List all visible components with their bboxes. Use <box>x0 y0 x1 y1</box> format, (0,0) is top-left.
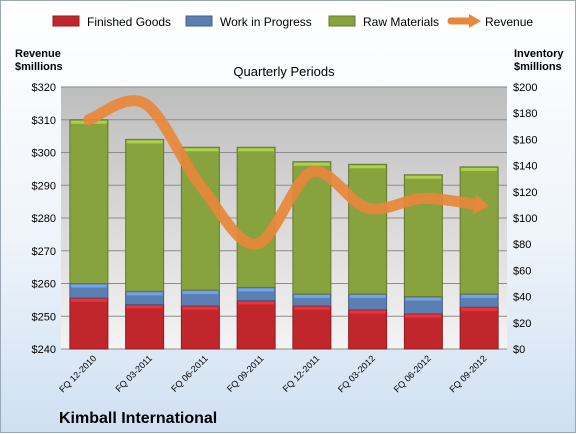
bar-finished-goods <box>70 298 108 349</box>
bar-finished-goods <box>460 307 498 349</box>
legend-arrowhead <box>469 14 481 28</box>
bar-highlight <box>238 148 274 151</box>
bar-finished-goods <box>404 314 442 349</box>
bar-highlight <box>461 308 497 311</box>
right-tick-label: $120 <box>513 187 537 199</box>
right-tick-label: $140 <box>513 161 537 173</box>
legend-label: Work in Progress <box>220 15 312 29</box>
bar-finished-goods <box>126 304 164 349</box>
right-tick-label: $20 <box>513 318 531 330</box>
x-tick-label: FQ 12-2010 <box>57 353 98 394</box>
left-tick-label: $250 <box>32 311 56 323</box>
bar-raw-materials <box>70 120 108 284</box>
left-tick-label: $270 <box>32 246 56 258</box>
left-tick-label: $280 <box>32 213 56 225</box>
right-tick-label: $160 <box>513 134 537 146</box>
bar-finished-goods <box>349 310 387 349</box>
chart-title: Quarterly Periods <box>233 64 335 79</box>
bar-raw-materials <box>237 147 275 287</box>
legend: Finished Goods Work in Progress Raw Materi… <box>53 14 533 29</box>
bar-highlight <box>71 299 107 302</box>
bar-highlight <box>350 295 386 298</box>
x-tick-label: FQ 03-2011 <box>113 353 154 394</box>
bar-raw-materials <box>460 167 498 294</box>
right-tick-label: $40 <box>513 292 531 304</box>
legend-swatch-work-in-progress <box>186 16 212 26</box>
bar-highlight <box>405 298 441 301</box>
left-tick-label: $240 <box>32 344 56 356</box>
bar-highlight <box>405 176 441 179</box>
bar-highlight <box>405 315 441 318</box>
bar-finished-goods <box>293 306 331 349</box>
x-tick-label: FQ 03-2012 <box>336 353 377 394</box>
x-tick-label: FQ 06-2012 <box>392 353 433 394</box>
right-axis-ticks: $0 $20 $40 $60 $80 $100 $120 $140 $160 $180 $200 <box>513 82 537 356</box>
right-axis-title-line2: $millions <box>514 61 562 73</box>
left-tick-label: $290 <box>32 180 56 192</box>
bar-highlight <box>294 163 330 166</box>
bar-highlight <box>461 295 497 298</box>
bar-highlight <box>127 305 163 308</box>
x-tick-label: FQ 09-2012 <box>448 353 489 394</box>
bar-raw-materials <box>126 139 164 291</box>
legend-swatch-raw-materials <box>329 16 355 26</box>
left-axis-title-line2: $millions <box>15 61 63 73</box>
bar-highlight <box>127 140 163 143</box>
right-tick-label: $100 <box>513 213 537 225</box>
legend-label: Finished Goods <box>87 15 171 29</box>
left-axis-title-line1: Revenue <box>15 48 61 60</box>
right-tick-label: $200 <box>513 82 537 94</box>
bar-highlight <box>182 291 218 294</box>
bar-highlight <box>127 292 163 295</box>
bar-highlight <box>182 307 218 310</box>
bar-raw-materials <box>349 164 387 294</box>
right-tick-label: $0 <box>513 344 525 356</box>
left-tick-label: $320 <box>32 82 56 94</box>
bar-highlight <box>238 302 274 305</box>
x-axis-labels: FQ 12-2010 FQ 03-2011 FQ 06-2011 FQ 09-2011… <box>57 353 488 394</box>
left-tick-label: $300 <box>32 148 56 160</box>
right-tick-label: $180 <box>513 108 537 120</box>
bar-highlight <box>238 288 274 291</box>
x-tick-label: FQ 06-2011 <box>169 353 210 394</box>
bar-highlight <box>294 307 330 310</box>
x-tick-label: FQ 09-2011 <box>225 353 266 394</box>
legend-label: Revenue <box>485 15 533 29</box>
bar-highlight <box>350 165 386 168</box>
x-tick-label: FQ 12-2011 <box>281 353 322 394</box>
legend-label: Raw Materials <box>363 15 439 29</box>
left-axis-ticks: $240 $250 $260 $270 $280 $290 $300 $310 $320 <box>32 82 56 356</box>
bar-highlight <box>350 311 386 314</box>
right-tick-label: $60 <box>513 265 531 277</box>
bar-highlight <box>182 148 218 151</box>
bar-highlight <box>71 285 107 288</box>
bar-highlight <box>461 168 497 171</box>
bar-finished-goods <box>181 306 219 349</box>
company-name: Kimball International <box>59 410 217 427</box>
legend-swatch-finished-goods <box>53 16 79 26</box>
right-tick-label: $80 <box>513 239 531 251</box>
bar-highlight <box>294 295 330 298</box>
left-tick-label: $310 <box>32 115 56 127</box>
right-axis-title-line1: Inventory <box>514 48 564 60</box>
left-tick-label: $260 <box>32 279 56 291</box>
bar-finished-goods <box>237 301 275 349</box>
